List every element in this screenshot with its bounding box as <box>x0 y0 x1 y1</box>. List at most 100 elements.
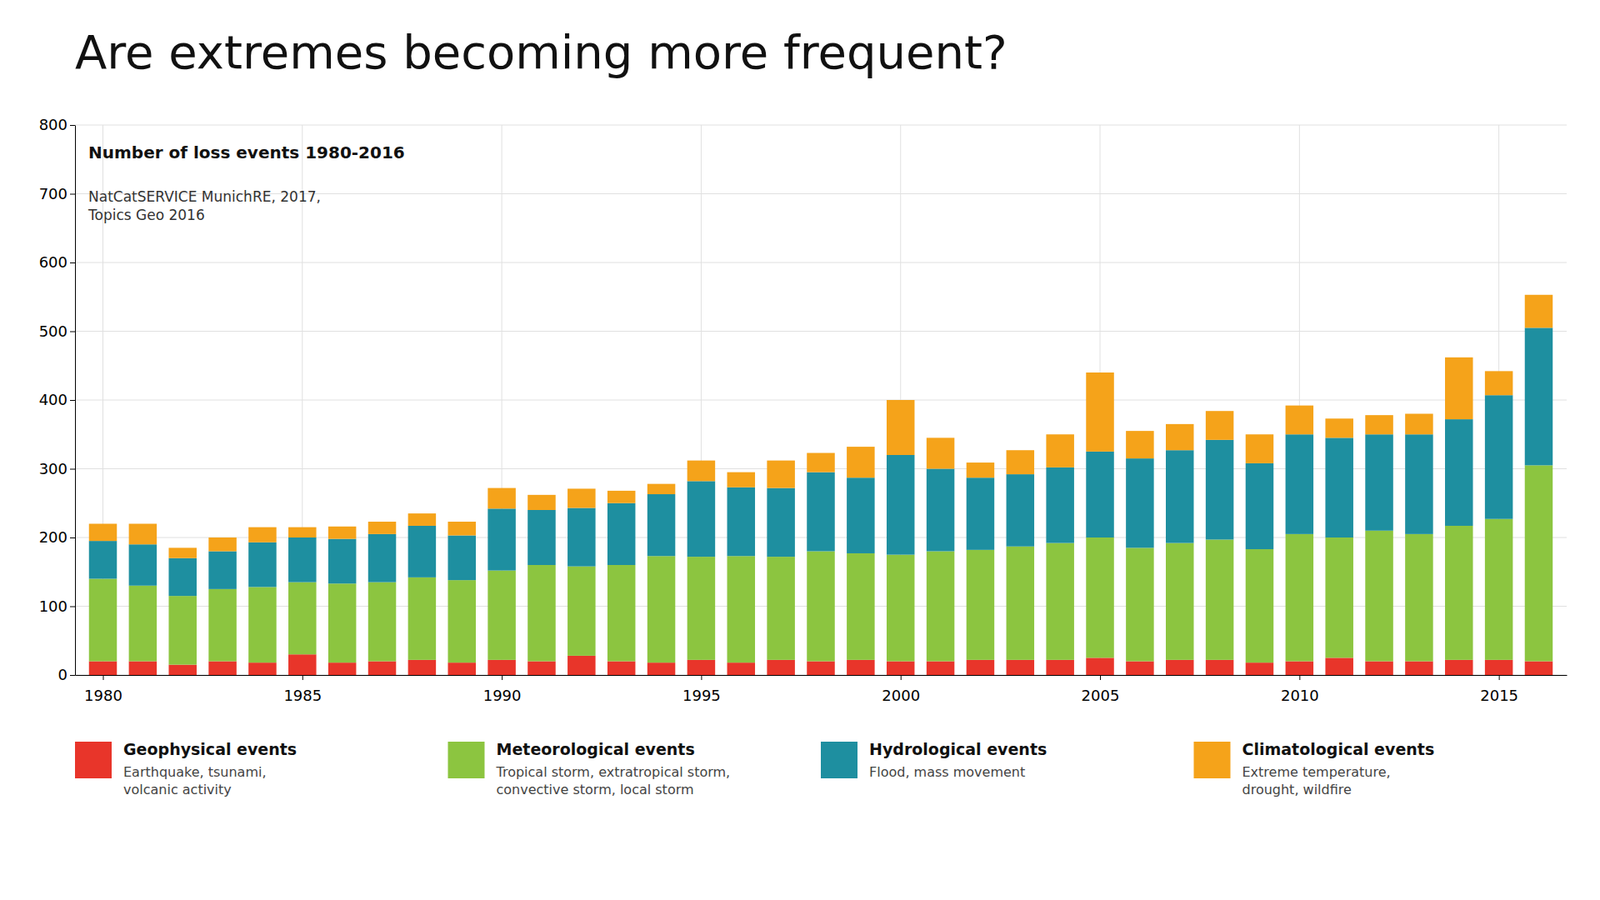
legend-sublabel: Flood, mass movement <box>869 764 1025 780</box>
bar <box>647 555 676 663</box>
bar <box>1085 537 1115 658</box>
bar <box>1165 450 1195 543</box>
title: Are extremes becoming more frequent? <box>75 25 1008 80</box>
bar <box>806 661 835 676</box>
bar <box>1125 458 1155 548</box>
bar <box>248 662 277 675</box>
bar <box>1245 549 1275 663</box>
legend-label: Geophysical events <box>123 740 297 759</box>
bar <box>527 495 556 510</box>
bar <box>1485 660 1514 675</box>
bar <box>129 544 158 586</box>
plot-area <box>89 295 1553 675</box>
x-axis-line <box>75 675 1568 676</box>
bar <box>1445 660 1474 675</box>
bar <box>1325 537 1354 658</box>
bar <box>926 469 955 552</box>
text-line: volcanic activity <box>123 781 232 798</box>
bar <box>687 556 716 660</box>
bar <box>1165 660 1195 675</box>
y-tick-label: 100 <box>39 597 68 615</box>
bar <box>886 400 915 455</box>
bar <box>328 539 357 585</box>
bar <box>448 580 477 663</box>
bar <box>1165 543 1195 660</box>
y-tick-label: 400 <box>39 390 68 409</box>
bar <box>886 661 915 676</box>
bar <box>1445 525 1474 660</box>
bar <box>1085 657 1115 675</box>
bar <box>328 526 357 540</box>
bar-series <box>89 327 1553 596</box>
y-axis-line <box>75 125 76 676</box>
bar <box>766 460 795 489</box>
bar <box>1405 534 1434 662</box>
y-tick: 700 <box>39 185 75 203</box>
x-tick-mark <box>501 675 503 680</box>
bar <box>926 437 955 469</box>
x-tick-label: 1995 <box>682 686 721 705</box>
legend-sublabel: Earthquake, tsunami,volcanic activity <box>123 764 267 798</box>
bar <box>328 583 357 663</box>
y-tick: 600 <box>39 253 75 271</box>
bar <box>1285 661 1315 676</box>
bar <box>208 661 237 676</box>
legend-label: Climatological events <box>1242 740 1435 759</box>
x-tick-mark <box>1299 675 1300 680</box>
y-tick-mark <box>70 194 75 195</box>
bar <box>1205 539 1235 660</box>
annotation: NatCatSERVICE MunichRE, 2017,Topics Geo … <box>87 188 321 224</box>
bar <box>1525 661 1554 676</box>
bar <box>966 660 995 675</box>
bar <box>408 525 437 578</box>
legend-item: Hydrological eventsFlood, mass movement <box>820 740 1047 780</box>
text-line: Flood, mass movement <box>869 764 1025 780</box>
bar <box>607 565 636 662</box>
x-tick: 1995 <box>682 675 721 705</box>
y-tick: 500 <box>39 322 75 340</box>
bar <box>288 537 317 583</box>
bar <box>567 655 596 675</box>
bar <box>1525 295 1554 329</box>
bar <box>1045 660 1075 675</box>
bar <box>727 472 756 488</box>
bar <box>1405 434 1434 535</box>
bar <box>647 484 676 495</box>
bar <box>846 477 875 554</box>
x-tick-mark <box>1100 675 1101 680</box>
bar <box>1125 661 1155 676</box>
bar-series <box>89 295 1553 559</box>
legend-sublabel: Tropical storm, extratropical storm,conv… <box>495 764 731 798</box>
bar <box>727 555 756 663</box>
bar <box>886 555 915 662</box>
bar <box>89 540 118 579</box>
legend-item: Climatological events Extreme temperature… <box>1194 740 1435 798</box>
bar <box>448 521 477 536</box>
legend-sublabel: Extreme temperature,drought, wildfire <box>1242 764 1391 798</box>
bar <box>1445 357 1474 420</box>
grid <box>75 125 1567 675</box>
bar <box>1085 372 1115 452</box>
bar <box>408 513 437 526</box>
bar <box>1405 661 1434 676</box>
bar <box>1006 450 1035 475</box>
y-tick-label: 700 <box>39 185 68 203</box>
bar <box>567 508 596 567</box>
text-line: Earthquake, tsunami, <box>123 764 267 780</box>
bar <box>527 565 556 662</box>
bar <box>487 508 516 570</box>
bar <box>328 662 357 675</box>
bar <box>368 582 397 662</box>
bar <box>1285 434 1315 535</box>
chart-svg: 1980198519901995200020052010201501002003… <box>0 0 1600 900</box>
y-axis: 0100200300400500600700800 <box>39 115 76 684</box>
bar <box>687 460 716 482</box>
bar <box>806 453 835 473</box>
bar <box>607 503 636 565</box>
y-tick-label: 600 <box>39 253 68 271</box>
x-tick-mark <box>302 675 304 680</box>
x-tick-label: 2015 <box>1480 686 1519 705</box>
bar <box>567 488 596 508</box>
y-tick: 200 <box>39 528 75 546</box>
bar <box>607 661 636 676</box>
